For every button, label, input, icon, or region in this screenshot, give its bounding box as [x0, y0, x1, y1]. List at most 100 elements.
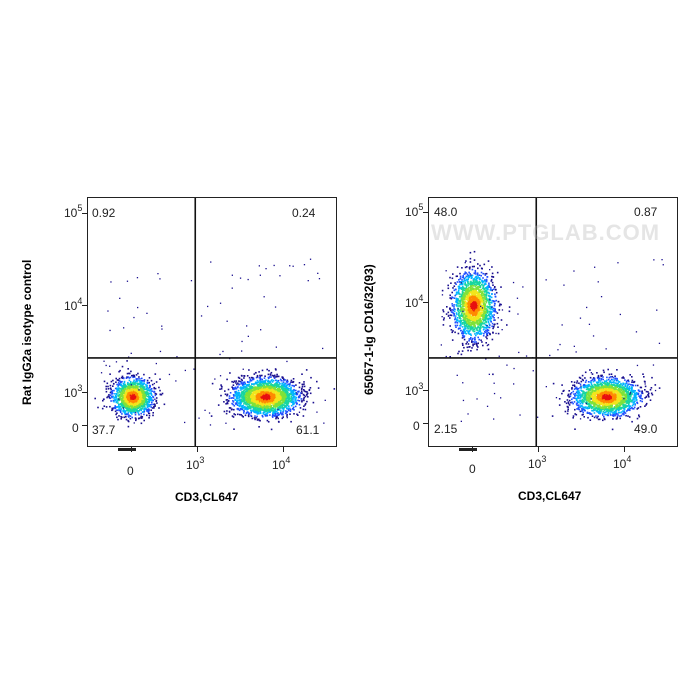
event-dot: [281, 392, 283, 395]
event-dot: [246, 389, 249, 392]
event-dot: [474, 271, 477, 273]
event-dot: [262, 380, 264, 383]
event-dot: [135, 386, 137, 388]
event-dot: [227, 400, 230, 402]
event-dot: [248, 391, 250, 394]
event-dot: [136, 391, 139, 393]
sparse-event-dot: [130, 384, 132, 386]
event-dot: [273, 386, 276, 389]
event-dot: [242, 386, 244, 389]
event-dot: [247, 403, 250, 405]
event-dot: [268, 404, 271, 407]
event-dot: [232, 394, 235, 396]
event-dot: [263, 406, 266, 408]
event-dot: [282, 382, 284, 385]
event-dot: [112, 392, 114, 395]
event-dot: [284, 394, 286, 396]
event-dot: [120, 376, 123, 379]
event-dot: [478, 315, 480, 318]
event-dot: [106, 382, 109, 385]
event-dot: [290, 393, 292, 395]
event-dot: [442, 319, 445, 321]
sparse-event-dot: [157, 273, 159, 275]
event-dot: [487, 320, 490, 323]
event-dot: [266, 390, 268, 393]
event-dot: [144, 395, 147, 397]
event-dot: [121, 375, 124, 378]
event-dot: [508, 306, 511, 308]
event-dot: [229, 372, 231, 374]
event-dot: [238, 377, 241, 379]
event-dot: [256, 383, 259, 386]
event-dot: [231, 415, 234, 417]
event-dot: [111, 389, 114, 392]
event-dot: [242, 398, 245, 401]
event-dot: [232, 384, 235, 386]
event-dot: [284, 386, 286, 388]
event-dot: [148, 386, 151, 389]
event-dot: [135, 419, 137, 422]
sparse-event-dot: [317, 272, 319, 274]
event-dot: [115, 393, 118, 395]
left-xtick-1e3: 103: [186, 455, 205, 472]
event-dot: [274, 404, 277, 407]
event-dot: [105, 406, 108, 408]
event-dot: [143, 393, 145, 395]
event-dot: [476, 286, 479, 289]
event-dot: [260, 394, 263, 397]
event-dot: [130, 396, 133, 399]
event-dot: [266, 403, 268, 406]
event-dot: [274, 403, 277, 405]
event-dot: [113, 389, 115, 392]
event-dot: [466, 329, 468, 332]
event-dot: [255, 409, 257, 412]
event-dot: [491, 272, 494, 275]
event-dot: [134, 381, 136, 383]
event-dot: [128, 387, 130, 389]
event-dot: [472, 344, 474, 347]
event-dot: [231, 402, 233, 405]
event-dot: [478, 326, 480, 329]
event-dot: [252, 402, 255, 405]
event-dot: [240, 386, 242, 388]
event-dot: [122, 385, 124, 387]
event-dot: [463, 346, 465, 349]
event-dot: [490, 278, 493, 281]
event-dot: [124, 388, 126, 390]
event-dot: [287, 407, 290, 409]
event-dot: [154, 394, 157, 397]
event-dot: [272, 375, 275, 377]
event-dot: [134, 395, 137, 398]
event-dot: [281, 395, 284, 397]
left-ymajor-tick: [82, 305, 87, 306]
event-dot: [109, 387, 112, 389]
sparse-event-dot: [109, 329, 111, 332]
left-zero-tick-cluster: [118, 448, 136, 451]
event-dot: [135, 393, 138, 395]
event-dot: [156, 402, 158, 404]
event-dot: [271, 388, 273, 390]
event-dot: [141, 391, 143, 394]
event-dot: [243, 412, 245, 414]
event-dot: [240, 402, 242, 404]
event-dot: [255, 398, 258, 401]
event-dot: [274, 386, 277, 388]
event-dot: [130, 407, 133, 410]
event-dot: [140, 387, 142, 390]
event-dot: [491, 266, 493, 268]
left-plot-area: 0.92 0.24 37.7 61.1: [87, 197, 337, 447]
event-dot: [135, 408, 138, 411]
event-dot: [277, 397, 279, 400]
event-dot: [470, 334, 472, 337]
event-dot: [253, 402, 256, 405]
event-dot: [274, 383, 276, 385]
event-dot: [122, 409, 124, 412]
event-dot: [465, 275, 468, 278]
event-dot: [484, 327, 487, 329]
event-dot: [259, 378, 262, 381]
event-dot: [146, 398, 149, 401]
event-dot: [133, 405, 136, 408]
event-dot: [264, 409, 266, 412]
left-ymajor-tick: [82, 213, 87, 214]
event-dot: [450, 297, 453, 300]
